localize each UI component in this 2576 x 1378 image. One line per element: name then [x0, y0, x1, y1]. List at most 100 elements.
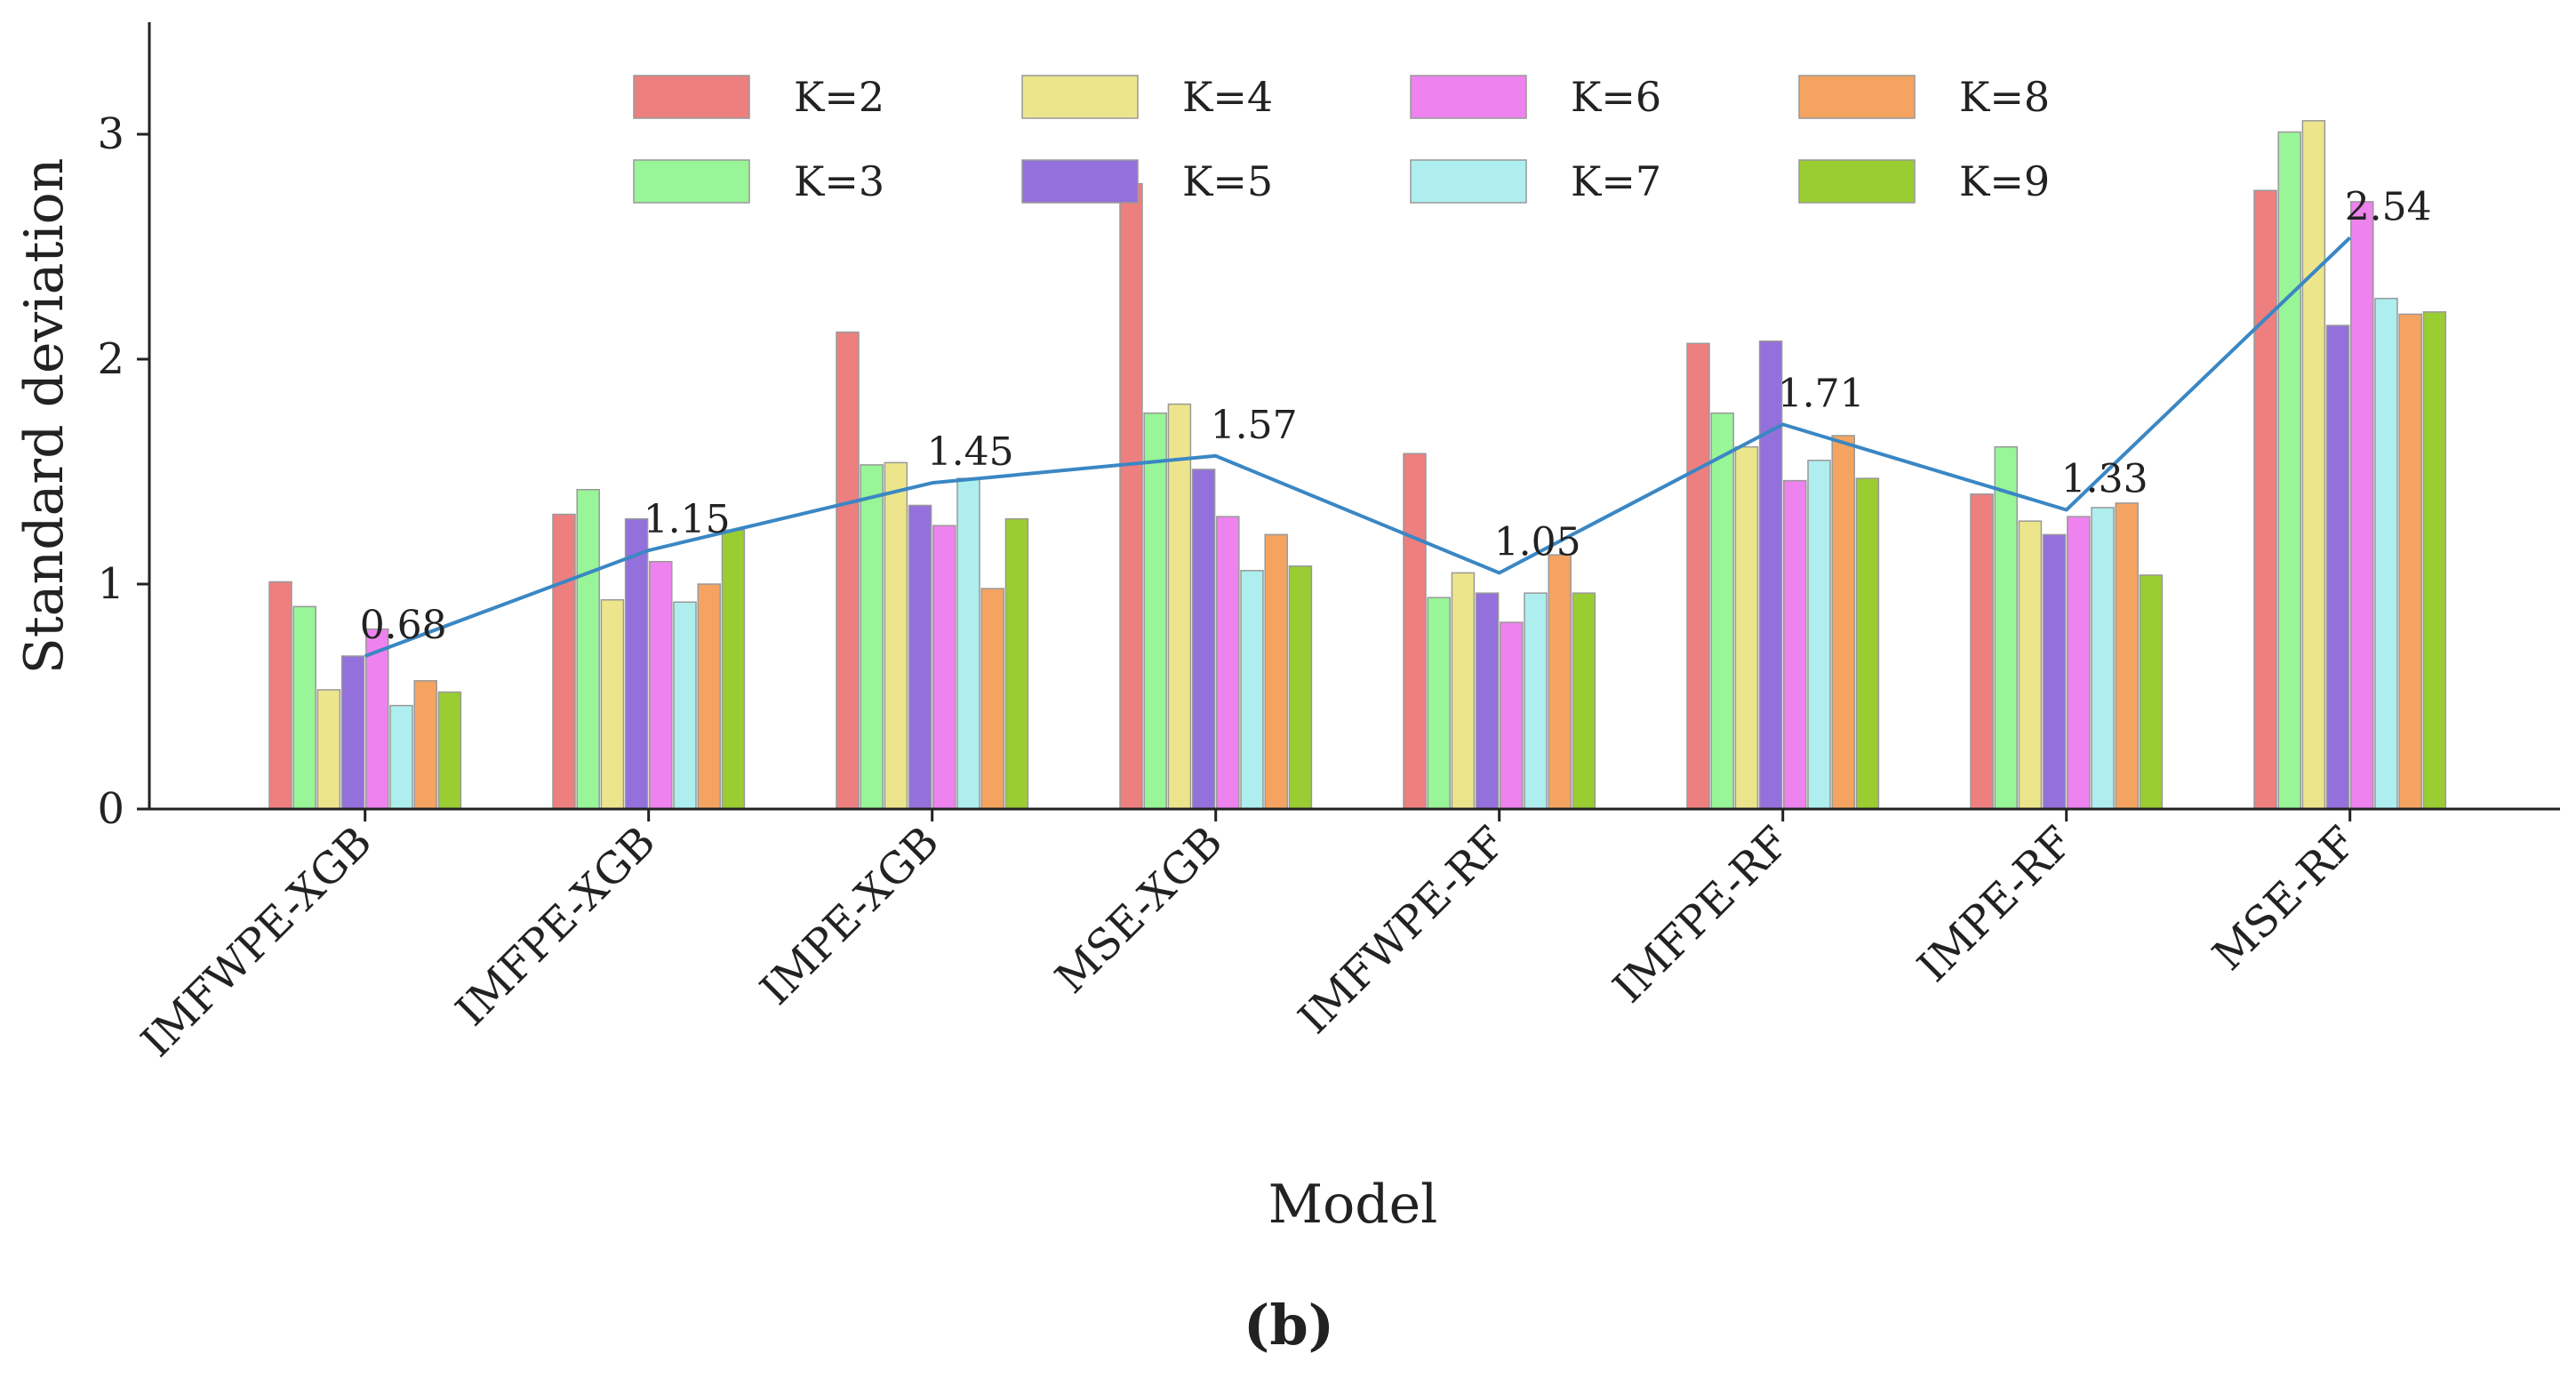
average-value-label: 1.05	[1494, 519, 1581, 565]
bar-k3-imfwpe-xgb	[292, 605, 316, 810]
legend-swatch	[1410, 159, 1527, 204]
bar-k5-imfwpe-xgb	[340, 655, 365, 810]
bar-k2-imfpe-xgb	[552, 513, 576, 810]
legend-swatch	[633, 75, 750, 119]
y-tick-label: 0	[97, 784, 124, 834]
bar-k9-mse-xgb	[1288, 565, 1313, 810]
bar-k7-impe-xgb	[956, 477, 980, 810]
bar-k7-imfwpe-rf	[1524, 592, 1548, 810]
average-value-label: 2.54	[2345, 184, 2432, 229]
x-tick-label: MSE-RF	[2204, 817, 2367, 981]
average-line	[364, 236, 2352, 658]
bar-k8-imfpe-xgb	[697, 583, 721, 810]
bar-k8-imfpe-rf	[1831, 435, 1855, 810]
bar-k9-impe-xgb	[1004, 517, 1029, 810]
panel-label: (b)	[1244, 1293, 1334, 1358]
average-value-label: 0.68	[360, 603, 447, 648]
bar-k2-mse-rf	[2253, 189, 2277, 810]
bar-k6-impe-rf	[2067, 516, 2091, 810]
bar-k4-imfwpe-rf	[1451, 572, 1476, 810]
bar-k3-imfwpe-rf	[1427, 597, 1451, 810]
bar-k7-mse-rf	[2374, 297, 2398, 810]
x-tick-label: IMPE-RF	[1908, 817, 2084, 992]
average-value-label: 1.57	[1211, 403, 1298, 448]
bar-k6-mse-rf	[2350, 201, 2374, 810]
legend-swatch	[1021, 75, 1139, 119]
legend-label: K=5	[1182, 157, 1273, 205]
x-tick-label: MSE-XGB	[1046, 817, 1232, 1003]
bar-k3-impe-rf	[1994, 445, 2018, 810]
bar-k7-imfwpe-xgb	[389, 704, 413, 810]
bar-k4-imfwpe-xgb	[316, 689, 341, 810]
bars-layer	[268, 120, 2447, 810]
bar-k5-imfwpe-rf	[1475, 592, 1500, 810]
bar-k9-imfpe-xgb	[721, 529, 746, 810]
legend-label: K=4	[1182, 73, 1273, 121]
average-value-label: 1.71	[1778, 371, 1865, 416]
bar-k5-imfpe-xgb	[624, 517, 649, 810]
bar-k4-mse-xgb	[1167, 403, 1192, 810]
bar-k8-imfwpe-rf	[1548, 554, 1572, 810]
bar-k9-imfpe-rf	[1855, 477, 1880, 810]
bar-k7-imfpe-rf	[1807, 460, 1831, 810]
bar-k4-impe-xgb	[884, 461, 908, 810]
bar-k2-impe-rf	[1970, 493, 1994, 810]
bar-k5-mse-rf	[2325, 324, 2350, 810]
bar-k7-imfpe-xgb	[673, 601, 697, 810]
bar-k5-impe-rf	[2042, 533, 2067, 810]
bar-k8-mse-xgb	[1264, 533, 1288, 810]
legend-swatch	[633, 159, 750, 204]
x-tick-label: IMFPE-RF	[1604, 817, 1799, 1013]
legend-label: K=7	[1571, 157, 1661, 205]
bar-k4-impe-rf	[2018, 520, 2043, 810]
bar-k6-imfpe-rf	[1783, 479, 1807, 810]
x-tick-label: IMPE-XGB	[751, 817, 948, 1014]
average-value-label: 1.33	[2061, 457, 2148, 502]
bar-k5-impe-xgb	[908, 504, 932, 810]
bar-k8-impe-rf	[2115, 502, 2139, 810]
bar-k9-imfwpe-xgb	[437, 691, 462, 810]
bar-k2-imfwpe-xgb	[268, 581, 292, 810]
bar-k3-mse-rf	[2277, 131, 2301, 810]
bar-k3-mse-xgb	[1143, 412, 1167, 810]
legend-label: K=9	[1959, 157, 2050, 205]
bar-k2-imfwpe-rf	[1403, 453, 1427, 810]
bar-k4-imfpe-xgb	[600, 598, 625, 810]
legend-label: K=2	[794, 73, 884, 121]
bar-k6-imfpe-xgb	[649, 560, 673, 810]
y-ticks: 0 1 2 3	[97, 109, 149, 834]
bar-k5-mse-xgb	[1191, 469, 1216, 810]
legend-swatch	[1410, 75, 1527, 119]
y-tick-label: 2	[97, 334, 124, 384]
legend-swatch	[1798, 75, 1916, 119]
legend-swatch	[1798, 159, 1916, 204]
bar-k7-impe-rf	[2091, 507, 2115, 810]
average-line-layer: 0.68 1.15 1.45 1.57 1.05 1.71 1.33 2.54	[360, 184, 2432, 658]
bar-k4-imfpe-rf	[1734, 445, 1759, 810]
bar-k2-impe-xgb	[836, 331, 860, 810]
bar-k3-impe-xgb	[860, 464, 884, 810]
bar-k6-imfwpe-rf	[1500, 621, 1524, 810]
bar-k9-mse-rf	[2422, 311, 2447, 810]
x-ticks: IMFWPE-XGB IMFPE-XGB IMPE-XGB MSE-XGB IMFWPE…	[132, 809, 2366, 1067]
bar-k2-mse-xgb	[1119, 182, 1143, 810]
bar-k2-imfpe-rf	[1686, 342, 1710, 810]
average-value-label: 1.15	[644, 497, 731, 542]
x-tick-label: IMFWPE-XGB	[132, 817, 381, 1067]
bar-k3-imfpe-xgb	[576, 488, 600, 810]
bar-k7-mse-xgb	[1240, 570, 1264, 810]
legend-label: K=6	[1571, 73, 1661, 121]
bar-k4-mse-rf	[2301, 120, 2326, 810]
legend: K=2 K=3 K=4 K=5 K=6 K=7 K=8 K=9	[633, 73, 2050, 205]
legend-label: K=3	[794, 157, 884, 205]
axes	[148, 22, 2560, 811]
bar-k6-impe-xgb	[932, 525, 956, 810]
bar-k9-imfwpe-rf	[1572, 592, 1596, 810]
bar-k6-mse-xgb	[1216, 516, 1240, 810]
x-axis-title: Model	[1268, 1174, 1438, 1236]
bar-k3-imfpe-rf	[1710, 412, 1734, 810]
bar-k6-imfwpe-xgb	[365, 628, 389, 810]
bar-k8-imfwpe-xgb	[413, 680, 437, 810]
bar-k9-impe-rf	[2139, 574, 2164, 810]
